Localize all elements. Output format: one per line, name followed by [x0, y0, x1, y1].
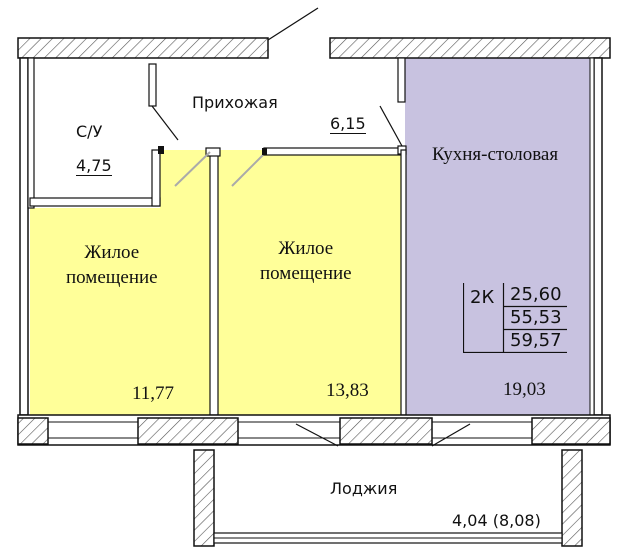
living1-door-swing	[174, 151, 211, 187]
living-room-2-fill	[218, 150, 403, 415]
partition-living-rooms	[209, 149, 219, 416]
bathroom-wall-stub	[148, 63, 157, 107]
wall-junction	[158, 146, 164, 154]
pier-4	[531, 417, 611, 445]
bathroom-door-swing	[151, 105, 179, 141]
kitchen-inner-wall-right	[589, 57, 595, 416]
pier-3	[339, 417, 433, 445]
balcony-door-swing-2	[431, 423, 471, 447]
living-room-1-fill	[30, 150, 210, 415]
living2-top-wall	[263, 147, 405, 156]
apartment-type: 2К	[470, 287, 495, 308]
bathroom-area: 4,75	[76, 156, 112, 176]
left-wall	[19, 57, 29, 416]
bathroom-label: С/У	[76, 122, 103, 141]
bathroom-wall-right	[151, 149, 161, 207]
kitchen-upper-stub	[397, 57, 406, 103]
kitchen-label: Кухня-столовая	[432, 144, 559, 165]
loggia-label: Лоджия	[330, 479, 398, 498]
living-area-value: 25,60	[510, 284, 562, 305]
pier-1	[17, 417, 49, 445]
kitchen-door-swing	[379, 105, 403, 147]
area-summary-table: 2К 25,60 55,53 59,57	[463, 283, 567, 353]
kitchen-fill	[405, 58, 592, 415]
balcony-door-swing-1	[295, 423, 339, 447]
bathroom-wall-left	[27, 57, 35, 209]
living-room-1-label: Жилое помещение	[66, 242, 158, 288]
top-wall-left	[17, 37, 269, 59]
bottom-wall	[17, 414, 611, 446]
living2-door-swing	[231, 151, 267, 187]
living-room-1-area: 11,77	[132, 383, 175, 404]
kitchen-area: 19,03	[503, 379, 546, 400]
total-with-loggia-value: 59,57	[510, 330, 562, 351]
living-room-2-label: Жилое помещение	[260, 238, 352, 284]
summary-table-lines	[463, 283, 567, 353]
loggia-side-left	[193, 449, 215, 547]
pier-2	[137, 417, 239, 445]
living-room-2-area: 13,83	[326, 380, 369, 401]
loggia-side-right	[561, 449, 583, 547]
living2-top-wall-cap	[262, 148, 267, 155]
partition-cap	[205, 147, 221, 157]
partition-kitchen	[400, 149, 407, 416]
entrance-door-swing	[267, 7, 319, 41]
right-wall	[593, 57, 603, 416]
hallway-label: Прихожая	[192, 93, 278, 112]
hallway-area: 6,15	[330, 114, 366, 134]
bathroom-wall-bottom	[29, 197, 161, 207]
loggia-area: 4,04 (8,08)	[452, 511, 541, 530]
total-area-value: 55,53	[510, 307, 562, 328]
top-wall-right	[329, 37, 611, 59]
